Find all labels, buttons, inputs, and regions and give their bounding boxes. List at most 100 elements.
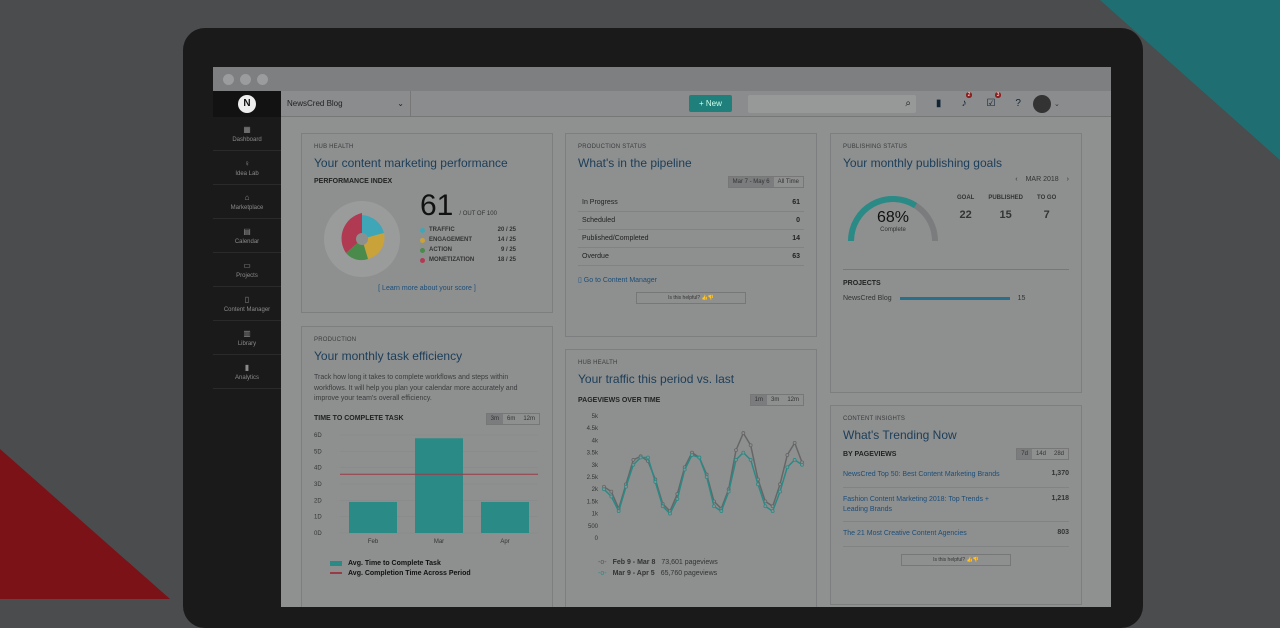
trending-item[interactable]: Fashion Content Marketing 2018: Top Tren… (843, 495, 1069, 523)
range-option[interactable]: 12m (783, 395, 803, 405)
trending-item-title[interactable]: NewsCred Top 50: Best Content Marketing … (843, 470, 1013, 480)
range-option[interactable]: 3m (767, 395, 783, 405)
sidebar-item-analytics[interactable]: ▮Analytics (213, 355, 281, 389)
minimize-dot[interactable] (240, 74, 251, 85)
data-point[interactable] (661, 505, 664, 508)
range-option[interactable]: 28d (1050, 449, 1068, 459)
bar[interactable] (349, 501, 397, 532)
data-point[interactable] (610, 495, 613, 498)
range-option[interactable]: Mar 7 - May 6 (729, 177, 774, 187)
sidebar-item-label: Calendar (235, 239, 259, 245)
next-month-icon[interactable]: › (1067, 176, 1069, 183)
avatar[interactable] (1033, 95, 1051, 113)
trending-item-title[interactable]: Fashion Content Marketing 2018: Top Tren… (843, 495, 1013, 515)
blog-selector[interactable]: NewsCred Blog ⌄ (281, 91, 411, 117)
data-point[interactable] (610, 490, 613, 493)
prev-month-icon[interactable]: ‹ (1015, 176, 1017, 183)
sidebar-item-idea-lab[interactable]: ♀Idea Lab (213, 151, 281, 185)
data-point[interactable] (742, 451, 745, 454)
range-option[interactable]: 12m (519, 414, 539, 424)
data-point[interactable] (735, 458, 738, 461)
trending-item-title[interactable]: The 21 Most Creative Content Agencies (843, 529, 1013, 539)
data-point[interactable] (720, 510, 723, 513)
goal-column-value: 7 (1037, 209, 1056, 221)
data-point[interactable] (771, 510, 774, 513)
avatar-chevron-icon[interactable]: ⌄ (1054, 100, 1060, 108)
thumbs-icon[interactable]: 👍👎 (966, 557, 978, 563)
data-point[interactable] (654, 480, 657, 483)
close-dot[interactable] (223, 74, 234, 85)
new-button[interactable]: + New (689, 95, 732, 112)
data-point[interactable] (757, 483, 760, 486)
data-point[interactable] (669, 512, 672, 515)
helpful-feedback[interactable]: Is this helpful? 👍👎 (901, 554, 1011, 566)
range-option[interactable]: 6m (503, 414, 519, 424)
data-point[interactable] (691, 454, 694, 457)
data-point[interactable] (793, 441, 796, 444)
data-point[interactable] (676, 497, 679, 500)
sidebar-item-marketplace[interactable]: ⌂Marketplace (213, 185, 281, 219)
zoom-dot[interactable] (257, 74, 268, 85)
document-icon[interactable]: ▮ (936, 98, 942, 109)
data-point[interactable] (793, 458, 796, 461)
performance-score: 61 (420, 189, 453, 223)
data-point[interactable] (779, 483, 782, 486)
data-point[interactable] (632, 463, 635, 466)
data-point[interactable] (625, 485, 628, 488)
range-option[interactable]: 3m (487, 414, 503, 424)
data-point[interactable] (779, 490, 782, 493)
bar[interactable] (481, 501, 529, 532)
data-point[interactable] (705, 476, 708, 479)
logo-area[interactable]: N (213, 91, 281, 117)
sidebar-item-calendar[interactable]: ▤ Calendar (213, 219, 281, 253)
score-out-of: / OUT OF 100 (459, 211, 497, 217)
thumbs-icon[interactable]: 👍👎 (701, 295, 713, 301)
tasks-icon[interactable]: ☑3 (986, 98, 995, 109)
range-option[interactable]: 1m (751, 395, 767, 405)
range-option[interactable]: All Time (774, 177, 803, 187)
data-point[interactable] (647, 456, 650, 459)
sidebar-item-dashboard[interactable]: ▦Dashboard (213, 117, 281, 151)
data-point[interactable] (749, 444, 752, 447)
range-option[interactable]: 14d (1032, 449, 1050, 459)
data-point[interactable] (727, 490, 730, 493)
data-point[interactable] (735, 449, 738, 452)
data-point[interactable] (749, 458, 752, 461)
sidebar-item-projects[interactable]: ▭Projects (213, 253, 281, 287)
data-point[interactable] (683, 468, 686, 471)
data-point[interactable] (617, 510, 620, 513)
sidebar-item-library[interactable]: ▥Library (213, 321, 281, 355)
data-point[interactable] (786, 466, 789, 469)
plus-icon: + (699, 99, 706, 108)
trending-item[interactable]: NewsCred Top 50: Best Content Marketing … (843, 470, 1069, 488)
data-point[interactable] (764, 505, 767, 508)
data-point[interactable] (698, 456, 701, 459)
sidebar-item-content-manager[interactable]: ▯Content Manager (213, 287, 281, 321)
learn-more-link[interactable]: [ Learn more about your score ] (314, 285, 540, 292)
data-point[interactable] (632, 458, 635, 461)
data-point[interactable] (786, 454, 789, 457)
y-tick-label: 1.5k (587, 499, 599, 505)
calendar-icon: ▤ (243, 227, 251, 236)
bell-icon[interactable]: ♪2 (961, 98, 966, 109)
range-option[interactable]: 7d (1017, 449, 1032, 459)
help-icon[interactable]: ? (1015, 98, 1021, 109)
data-point[interactable] (713, 505, 716, 508)
y-tick-label: 3.5k (587, 451, 599, 457)
data-point[interactable] (742, 432, 745, 435)
pipeline-row-value: 61 (792, 199, 800, 206)
card-kicker: HUB HEALTH (578, 360, 804, 366)
search-input[interactable]: ⌕ (748, 95, 916, 113)
bar[interactable] (415, 438, 463, 533)
content-manager-link[interactable]: ▯ Go to Content Manager (578, 276, 804, 284)
data-point[interactable] (603, 488, 606, 491)
data-point[interactable] (801, 463, 804, 466)
data-point[interactable] (639, 456, 642, 459)
helpful-feedback[interactable]: Is this helpful? 👍👎 (636, 292, 746, 304)
